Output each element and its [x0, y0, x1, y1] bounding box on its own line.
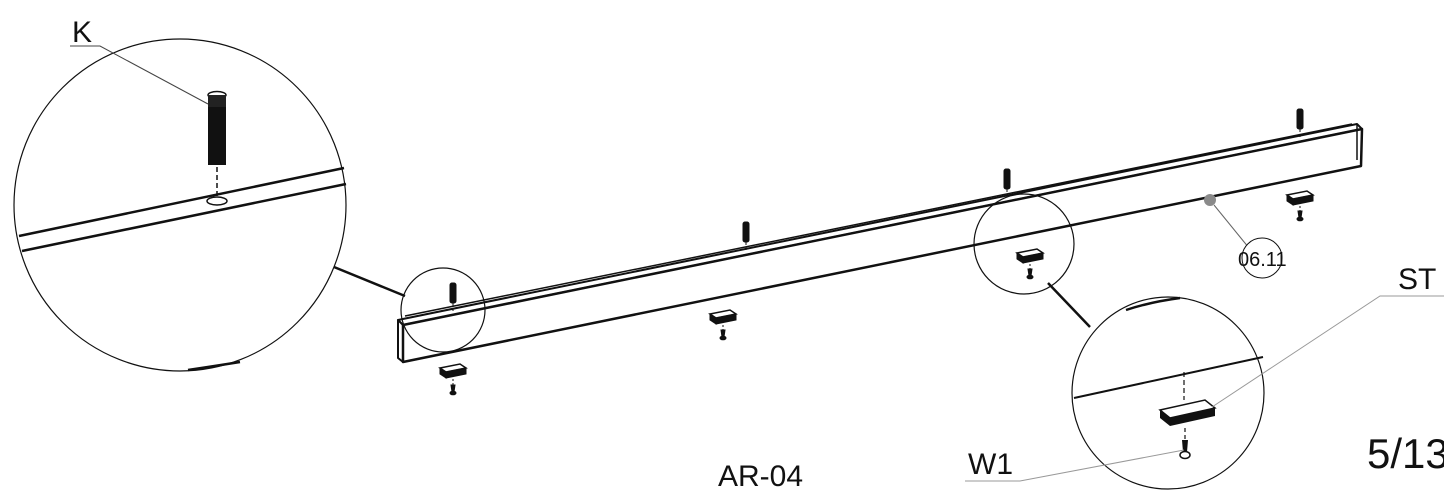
marker-callout — [1204, 194, 1283, 279]
label-part-w1: W1 — [968, 448, 1013, 481]
bracket-detail-bubble — [965, 282, 1444, 490]
dowel-pin — [742, 221, 750, 243]
dowel-pin — [449, 282, 457, 304]
bracket-with-screw — [1015, 248, 1045, 280]
dowel-pins — [449, 108, 1304, 312]
bracket-with-screw — [1285, 190, 1315, 222]
label-callout-code: 06.11 — [1238, 249, 1287, 271]
bracket-detail-callout — [973, 193, 1075, 295]
bracket-st-enlarged — [1158, 372, 1217, 460]
bracket-with-screw — [438, 363, 468, 396]
rail-beam — [397, 123, 1364, 364]
dowel-pin — [1296, 108, 1304, 130]
dowel-k-enlarged — [206, 90, 228, 206]
label-part-k: K — [72, 16, 92, 49]
dowel-detail-callout — [400, 267, 486, 353]
bracket-with-screw — [708, 309, 738, 341]
dowel-pin — [1003, 168, 1011, 190]
label-part-st: ST — [1398, 263, 1436, 296]
label-model-code: AR-04 — [718, 460, 803, 493]
label-page-number: 5/13 — [1367, 430, 1444, 477]
brackets — [438, 190, 1315, 396]
dowel-detail-bubble — [13, 38, 406, 372]
callout-circles — [400, 193, 1075, 353]
